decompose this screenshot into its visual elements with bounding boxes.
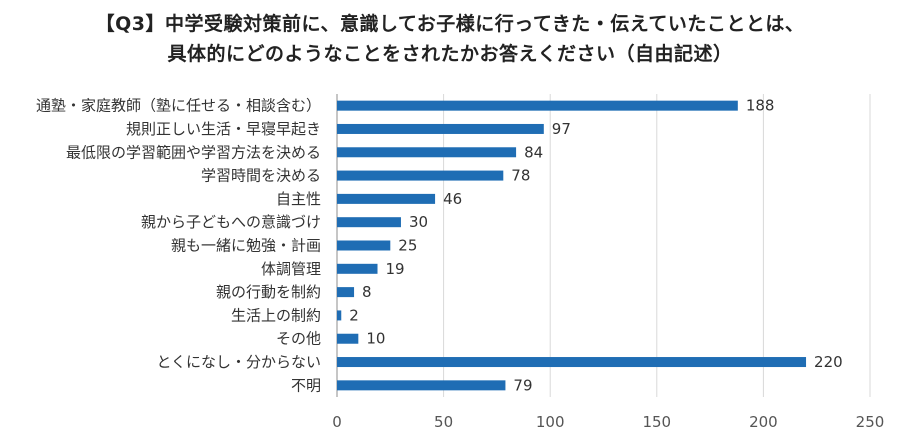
bar-4 [337, 170, 504, 181]
category-label-2: 規則正しい生活・早寝早起き [126, 120, 321, 138]
value-label-11: 10 [366, 330, 385, 348]
value-label-5: 46 [443, 190, 462, 208]
bar-10 [337, 310, 342, 321]
chart-title: 【Q3】中学受験対策前に、意識してお子様に行ってきた・伝えていたこととは、 [95, 13, 805, 35]
category-label-5: 自主性 [276, 190, 321, 208]
x-tick-label-50: 50 [434, 413, 453, 431]
bar-11 [337, 333, 359, 344]
bar-8 [337, 263, 378, 274]
bar-5 [337, 193, 436, 204]
value-label-3: 84 [524, 143, 543, 161]
chart-subtitle: 具体的にどのようなことをされたかお答えください（自由記述） [167, 43, 733, 65]
category-label-1: 通塾・家庭教師（塾に任せる・相談含む） [36, 97, 321, 115]
category-label-13: 不明 [291, 376, 321, 394]
bar-2 [337, 123, 544, 134]
category-label-6: 親から子どもへの意識づけ [141, 213, 321, 231]
category-label-3: 最低限の学習範囲や学習方法を決める [66, 143, 321, 161]
x-axis-ticks: 0 50 100 150 200 250 [332, 413, 884, 431]
bar-1 [337, 100, 738, 111]
x-tick-label-150: 150 [642, 413, 671, 431]
value-label-4: 78 [511, 167, 530, 185]
x-tick-label-200: 200 [749, 413, 778, 431]
x-tick-label-250: 250 [856, 413, 885, 431]
value-label-6: 30 [409, 213, 428, 231]
value-label-8: 19 [386, 260, 405, 278]
x-tick-label-100: 100 [536, 413, 565, 431]
value-label-7: 25 [398, 237, 417, 255]
bar-13 [337, 380, 506, 391]
value-label-9: 8 [362, 283, 372, 301]
bars [337, 100, 807, 391]
bar-3 [337, 147, 517, 158]
bar-9 [337, 287, 355, 298]
bar-6 [337, 217, 401, 228]
bar-12 [337, 357, 807, 368]
category-label-12: とくになし・分からない [156, 353, 321, 371]
bar-7 [337, 240, 391, 251]
category-label-7: 親も一緒に勉強・計画 [171, 237, 321, 255]
category-label-9: 親の行動を制約 [216, 283, 321, 301]
labels: 通塾・家庭教師（塾に任せる・相談含む） 188 規則正しい生活・早寝早起き 97 最低限… [36, 97, 843, 395]
x-tick-label-0: 0 [332, 413, 342, 431]
value-label-2: 97 [552, 120, 571, 138]
value-label-1: 188 [746, 97, 775, 115]
category-label-4: 学習時間を決める [201, 167, 321, 185]
value-label-10: 2 [349, 306, 359, 324]
value-label-13: 79 [513, 376, 532, 394]
category-label-10: 生活上の制約 [231, 306, 321, 324]
category-label-8: 体調管理 [261, 260, 321, 278]
value-label-12: 220 [814, 353, 843, 371]
category-label-11: その他 [276, 330, 321, 348]
